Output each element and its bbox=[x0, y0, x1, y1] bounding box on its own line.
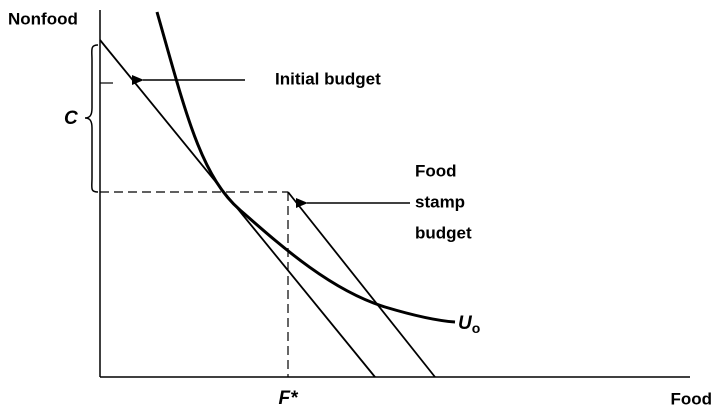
food-stamp-budget-line bbox=[287, 191, 436, 378]
c-label: C bbox=[64, 108, 78, 129]
utility-subscript: o bbox=[472, 320, 481, 336]
food-stamp-label: stamp bbox=[415, 192, 465, 211]
f-star-label: F* bbox=[279, 388, 300, 409]
utility-base: U bbox=[458, 313, 473, 334]
food-stamp-label: budget bbox=[415, 223, 472, 242]
indifference-curve bbox=[155, 11, 456, 324]
food-stamp-label: Food bbox=[415, 161, 457, 180]
brace bbox=[84, 44, 99, 193]
utility-label: Uo bbox=[458, 313, 480, 336]
x-axis-label: Food bbox=[670, 389, 712, 408]
initial-budget-label: Initial budget bbox=[275, 69, 381, 88]
y-axis-label: Nonfood bbox=[8, 9, 78, 28]
